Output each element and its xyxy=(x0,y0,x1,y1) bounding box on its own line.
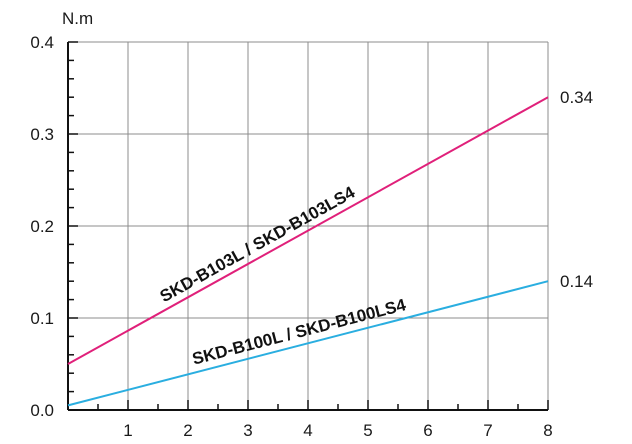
series-end-label: 0.34 xyxy=(560,88,593,107)
x-tick-label: 3 xyxy=(243,421,252,440)
x-tick-label: 8 xyxy=(543,421,552,440)
series-name-label: SKD-B100L / SKD-B100LS4 xyxy=(190,295,408,369)
series-name-label: SKD-B103L / SKD-B103LS4 xyxy=(157,182,359,306)
y-tick-label: 0.1 xyxy=(30,309,54,328)
y-tick-label: 0.4 xyxy=(30,33,54,52)
series-line xyxy=(67,96,549,365)
y-unit-label: N.m xyxy=(62,9,93,28)
series-lines xyxy=(67,96,549,407)
x-tick-label: 7 xyxy=(483,421,492,440)
labels: N.m 0.0 0.1 0.2 0.3 0.4 1 2 3 4 5 6 7 8 0.34 SKD-B103L… xyxy=(30,9,593,440)
y-tick-label: 0.2 xyxy=(30,217,54,236)
x-tick-label: 6 xyxy=(423,421,432,440)
x-tick-label: 5 xyxy=(363,421,372,440)
y-tick-label: 0.0 xyxy=(30,401,54,420)
x-tick-label: 4 xyxy=(303,421,312,440)
grid xyxy=(68,41,549,410)
series-line xyxy=(67,280,549,407)
series-end-label: 0.14 xyxy=(560,272,593,291)
x-tick-label: 1 xyxy=(123,421,132,440)
y-tick-label: 0.3 xyxy=(30,125,54,144)
axes xyxy=(67,41,549,411)
x-tick-label: 2 xyxy=(183,421,192,440)
